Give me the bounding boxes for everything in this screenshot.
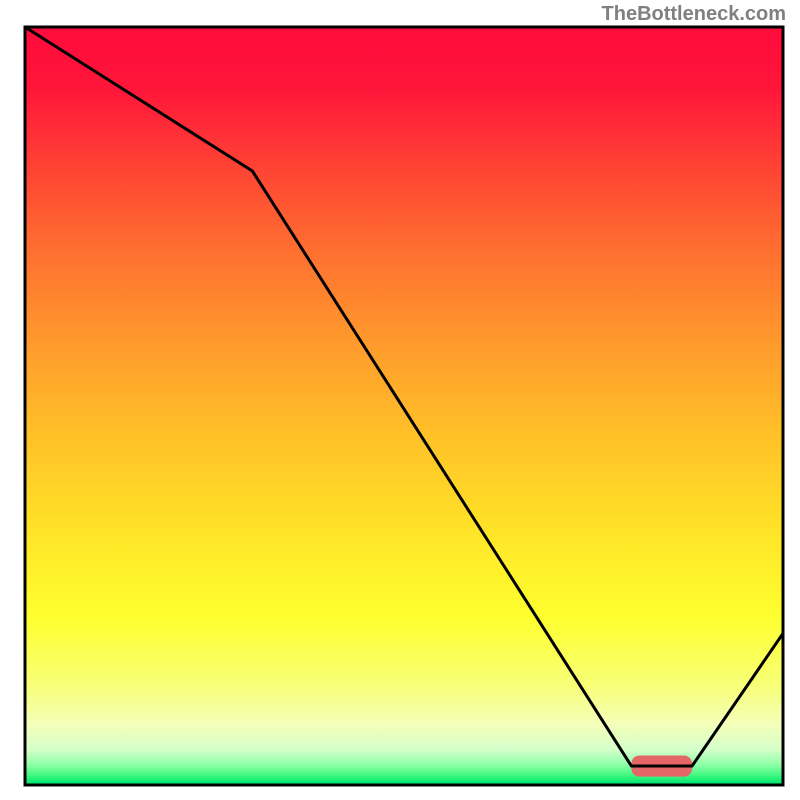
chart-container: TheBottleneck.com (0, 0, 800, 800)
watermark-link[interactable]: TheBottleneck.com (602, 3, 786, 26)
bottleneck-chart (0, 0, 800, 800)
chart-background (27, 29, 782, 784)
